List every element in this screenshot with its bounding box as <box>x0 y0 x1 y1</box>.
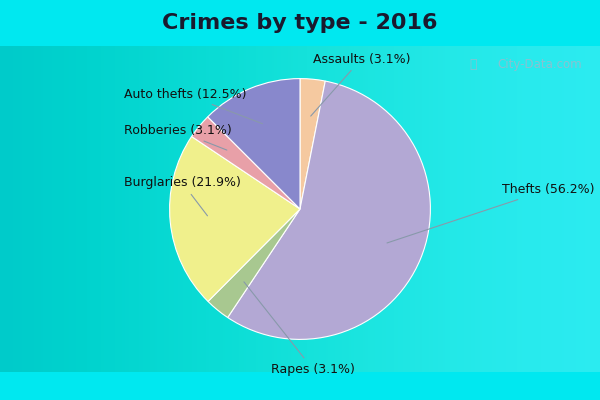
Text: Assaults (3.1%): Assaults (3.1%) <box>311 52 410 116</box>
Text: Crimes by type - 2016: Crimes by type - 2016 <box>162 13 438 33</box>
Wedge shape <box>208 209 300 318</box>
Wedge shape <box>191 117 300 209</box>
Wedge shape <box>170 136 300 302</box>
Wedge shape <box>208 78 300 209</box>
Text: ⦿: ⦿ <box>470 58 477 71</box>
Text: City-Data.com: City-Data.com <box>497 58 582 71</box>
Text: Rapes (3.1%): Rapes (3.1%) <box>244 282 355 376</box>
Text: Robberies (3.1%): Robberies (3.1%) <box>124 124 232 150</box>
Text: Burglaries (21.9%): Burglaries (21.9%) <box>124 176 241 216</box>
Text: Auto thefts (12.5%): Auto thefts (12.5%) <box>124 88 262 124</box>
Wedge shape <box>300 78 325 209</box>
Wedge shape <box>227 81 430 339</box>
Text: Thefts (56.2%): Thefts (56.2%) <box>387 183 595 243</box>
